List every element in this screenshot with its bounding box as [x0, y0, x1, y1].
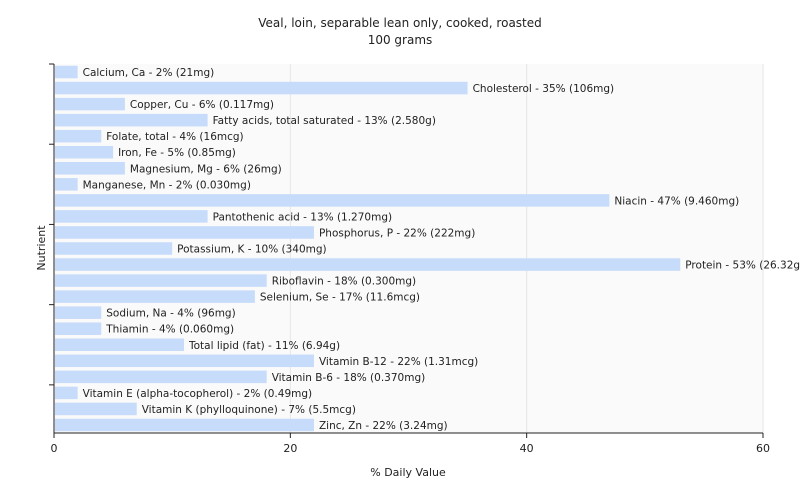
chart-title: Veal, loin, separable lean only, cooked,…: [258, 16, 542, 30]
bar: [55, 65, 78, 79]
bar-label: Cholesterol - 35% (106mg): [473, 83, 615, 95]
bar: [55, 370, 267, 384]
bar: [55, 162, 125, 175]
bar-label: Vitamin K (phylloquinone) - 7% (5.5mcg): [142, 404, 356, 416]
bar-label: Magnesium, Mg - 6% (26mg): [130, 163, 282, 175]
bar-label: Fatty acids, total saturated - 13% (2.58…: [213, 115, 436, 127]
bar: [55, 258, 681, 271]
bar: [55, 418, 314, 432]
x-tick-label: 40: [520, 442, 534, 455]
bars: Calcium, Ca - 2% (21mg) Cholesterol - 35%…: [55, 65, 800, 432]
bar-label: Potassium, K - 10% (340mg): [177, 244, 327, 256]
bar: [55, 386, 78, 400]
bar-label: Folate, total - 4% (16mcg): [106, 131, 243, 143]
bar-label: Phosphorus, P - 22% (222mg): [319, 227, 475, 239]
gridlines: [289, 64, 764, 433]
bar: [55, 145, 114, 159]
bar: [55, 81, 468, 95]
bar: [55, 178, 78, 191]
x-tick-label: 60: [756, 442, 770, 455]
bar: [55, 129, 102, 143]
bar-label: Sodium, Na - 4% (96mg): [106, 308, 235, 320]
bar-label: Protein - 53% (26.32g): [685, 260, 800, 272]
bar: [55, 242, 173, 255]
bar-label: Manganese, Mn - 2% (0.030mg): [83, 179, 251, 191]
bar: [55, 97, 125, 111]
bar-label: Niacin - 47% (9.460mg): [614, 195, 739, 207]
bar: [55, 226, 314, 239]
bar: [55, 194, 610, 207]
bar-label: Selenium, Se - 17% (11.6mcg): [260, 292, 420, 304]
x-axis-title: % Daily Value: [370, 466, 446, 479]
bar-label: Iron, Fe - 5% (0.85mg): [118, 147, 236, 159]
bar-label: Riboflavin - 18% (0.300mg): [272, 276, 416, 288]
y-axis-title: Nutrient: [35, 225, 48, 271]
bar: [55, 274, 267, 287]
bar: [55, 113, 208, 127]
bar-label: Zinc, Zn - 22% (3.24mg): [319, 420, 448, 432]
bar: [55, 322, 102, 335]
bar-label: Total lipid (fat) - 11% (6.94g): [188, 340, 340, 352]
x-tick-label: 20: [283, 442, 297, 455]
axes: 0 20 40 60: [49, 63, 770, 455]
x-tick-label: 0: [51, 442, 58, 455]
bar: [55, 306, 102, 319]
bar-label: Copper, Cu - 6% (0.117mg): [130, 99, 274, 111]
chart-subtitle: 100 grams: [368, 33, 433, 47]
bar: [55, 290, 255, 303]
bar: [55, 402, 137, 416]
bar-label: Thiamin - 4% (0.060mg): [105, 324, 234, 336]
bar-label: Pantothenic acid - 13% (1.270mg): [213, 211, 392, 223]
bar: [55, 354, 314, 368]
bar: [55, 338, 184, 352]
bar-label: Calcium, Ca - 2% (21mg): [83, 67, 215, 79]
bar-label: Vitamin B-12 - 22% (1.31mcg): [319, 356, 478, 368]
bar-label: Vitamin B-6 - 18% (0.370mg): [272, 372, 426, 384]
bar: [55, 210, 208, 223]
bar-label: Vitamin E (alpha-tocopherol) - 2% (0.49m…: [83, 388, 313, 400]
